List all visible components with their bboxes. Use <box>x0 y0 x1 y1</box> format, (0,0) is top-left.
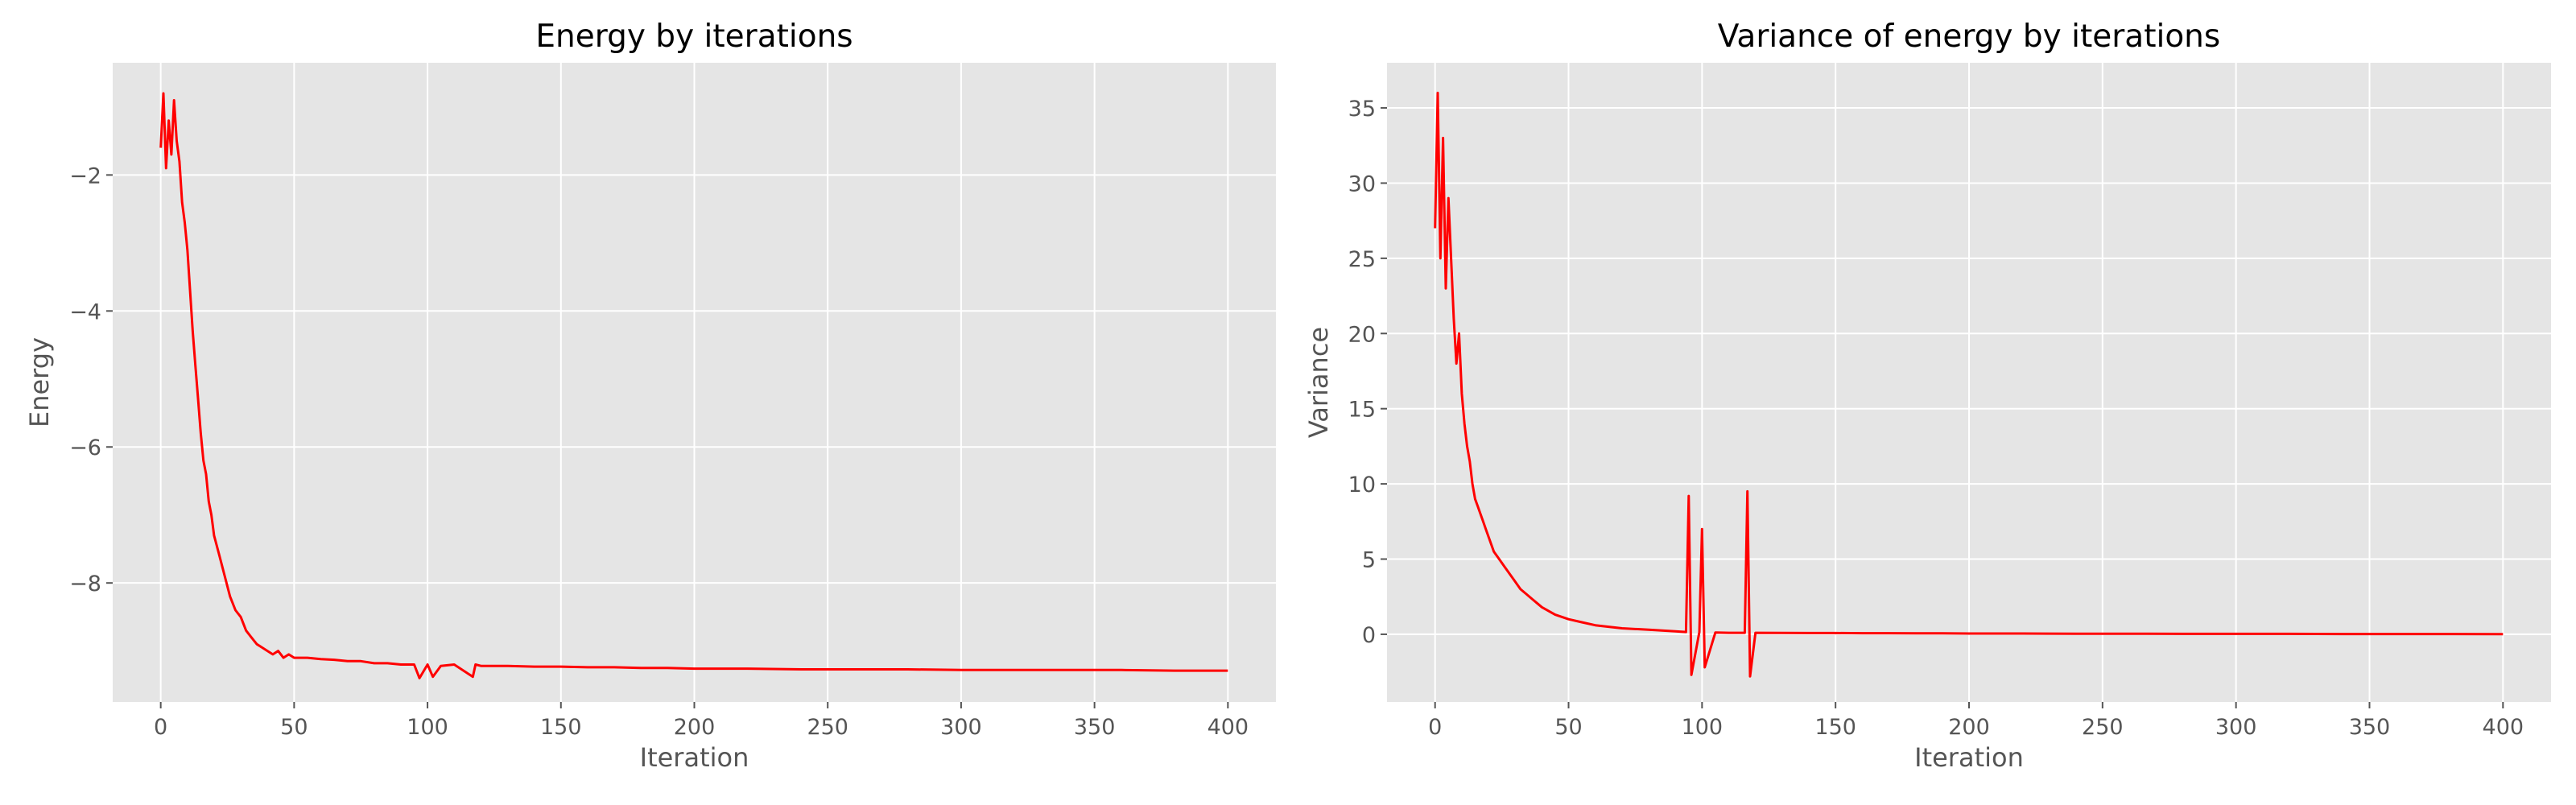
y-axis-label: Energy <box>24 337 55 427</box>
x-tick-label: 100 <box>407 715 448 740</box>
x-tick-label: 300 <box>2215 715 2257 740</box>
variance-chart: 0 50 100 150 200 250 300 350 400 0 5 10 15 20 25 30 35 Va… <box>1303 19 2551 773</box>
x-tick-label: 300 <box>940 715 982 740</box>
x-axis-label: Iteration <box>640 742 749 773</box>
y-tick-label: 20 <box>1348 322 1376 347</box>
y-tick-label: 30 <box>1348 171 1376 196</box>
x-tick-label: 400 <box>1208 715 1249 740</box>
y-tick-label: 35 <box>1348 97 1376 122</box>
x-tick-label: 350 <box>2349 715 2391 740</box>
x-tick-label: 100 <box>1682 715 1724 740</box>
y-tick-label: −2 <box>69 163 101 188</box>
y-tick-label: −6 <box>69 436 101 460</box>
chart-title: Energy by iterations <box>535 19 852 55</box>
y-tick-label: −8 <box>69 572 101 597</box>
series-line <box>159 92 1228 679</box>
y-tick-label: 15 <box>1348 398 1376 423</box>
x-tick-label: 150 <box>540 715 582 740</box>
x-tick-label: 200 <box>674 715 716 740</box>
x-tick-label: 50 <box>280 715 308 740</box>
x-tick-label: 250 <box>807 715 848 740</box>
y-tick-label: 10 <box>1348 473 1376 497</box>
y-tick-label: 25 <box>1348 247 1376 272</box>
x-tick-label: 250 <box>2082 715 2124 740</box>
x-tick-label: 150 <box>1814 715 1856 740</box>
series-line <box>1434 91 2504 678</box>
x-tick-label: 0 <box>1428 715 1442 740</box>
x-tick-label: 350 <box>1074 715 1116 740</box>
energy-chart: 0 50 100 150 200 250 300 350 400 −8 −6 −4 −2 Energy b… <box>24 19 1276 773</box>
chart-title: Variance of energy by iterations <box>1718 19 2220 55</box>
x-tick-label: 200 <box>1948 715 1990 740</box>
y-axis-label: Variance <box>1303 327 1334 438</box>
x-axis-label: Iteration <box>1914 742 2024 773</box>
y-tick-label: 0 <box>1362 623 1376 648</box>
x-tick-label: 0 <box>154 715 167 740</box>
x-tick-label: 50 <box>1554 715 1582 740</box>
x-tick-label: 400 <box>2483 715 2524 740</box>
y-tick-label: 5 <box>1362 548 1376 573</box>
y-tick-label: −4 <box>69 299 101 324</box>
